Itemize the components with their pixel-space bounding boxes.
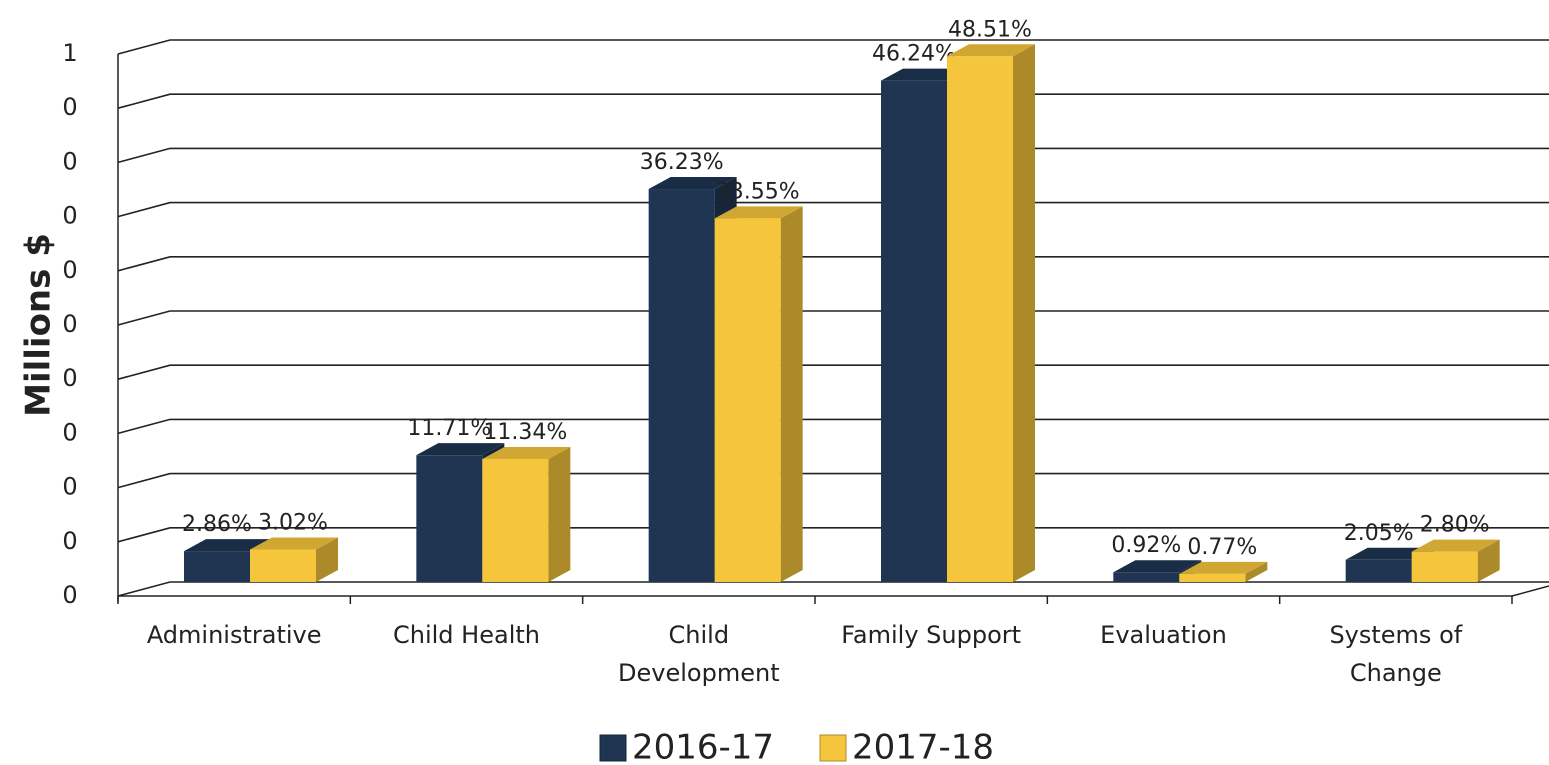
grid-line: [117, 364, 1549, 380]
x-tick-label: Administrative: [147, 621, 322, 649]
bar: [1411, 539, 1500, 582]
grid-line: [117, 472, 1549, 489]
y-tick-label: 0: [62, 473, 77, 501]
y-tick-label: 0: [62, 364, 77, 392]
bar: [947, 44, 1035, 582]
bar-front: [648, 189, 715, 583]
y-tick-label: 0: [62, 581, 77, 609]
x-tick-label: Evaluation: [1100, 621, 1227, 649]
bar-side: [1477, 539, 1500, 582]
data-label: 2.05%: [1344, 521, 1414, 546]
bar: [250, 537, 338, 582]
bar-front: [1345, 559, 1412, 582]
bar-front: [881, 80, 947, 583]
y-tick-label: 0: [62, 310, 77, 338]
grid-line: [117, 93, 1549, 109]
y-tick-label: 1: [62, 39, 77, 67]
data-label: 48.51%: [948, 17, 1032, 42]
bar-top: [416, 443, 505, 456]
y-axis-label: Millions $: [19, 233, 59, 417]
bar-front: [482, 458, 549, 582]
bar-front: [1113, 572, 1180, 582]
bar-front: [416, 455, 483, 582]
bar-top: [1113, 560, 1202, 573]
x-tick-label: Child Development: [618, 621, 780, 687]
x-tick-label: Family Support: [841, 621, 1021, 649]
grid-line: [117, 418, 1549, 435]
bar: [714, 206, 803, 582]
data-label: 11.34%: [483, 420, 567, 445]
bar: [482, 446, 571, 582]
y-tick-label: 0: [62, 147, 77, 175]
bar-top: [648, 177, 737, 190]
data-label: 3.02%: [258, 510, 328, 535]
bar-front: [184, 551, 250, 582]
grid-line: [117, 527, 1549, 543]
bar-side: [316, 537, 338, 582]
bar-side: [780, 206, 803, 582]
bar: [1179, 561, 1268, 582]
data-label: 2.86%: [182, 512, 252, 537]
grid-line: [117, 310, 1549, 326]
bar-front: [1179, 573, 1246, 582]
y-tick-label: 0: [62, 256, 77, 284]
bar-side: [1245, 561, 1268, 582]
grid-line: [117, 581, 1549, 597]
bar-front: [250, 549, 316, 582]
data-label: 33.55%: [716, 179, 800, 204]
y-tick-label: 0: [62, 418, 77, 446]
grid-line: [117, 39, 1549, 55]
data-label: 36.23%: [640, 150, 724, 175]
bar-top: [184, 539, 272, 552]
bar-front: [1411, 551, 1478, 582]
legend-label: 2016-17: [632, 728, 774, 765]
y-tick-label: 0: [62, 527, 77, 555]
legend-label: 2017-18: [852, 728, 994, 765]
bar-front: [947, 56, 1013, 582]
grid-line: [117, 256, 1549, 272]
bar-top: [1411, 539, 1500, 552]
data-label: 11.71%: [407, 416, 491, 441]
legend-swatch: [819, 734, 847, 762]
bar-top: [947, 44, 1035, 57]
data-label: 46.24%: [872, 42, 956, 67]
grid-line: [117, 147, 1549, 164]
data-label: 0.92%: [1111, 533, 1181, 558]
data-label: 0.77%: [1187, 535, 1257, 560]
bar-top: [714, 206, 803, 219]
floor-edge: [1511, 585, 1549, 597]
grid-line: [117, 201, 1549, 218]
bar-side: [548, 446, 571, 582]
y-tick-label: 0: [62, 202, 77, 230]
legend-swatch: [599, 734, 627, 762]
bar-side: [1013, 44, 1035, 582]
y-tick-label: 0: [62, 93, 77, 121]
bar-top: [1179, 561, 1268, 574]
bar-front: [714, 218, 781, 582]
x-tick-label: Systems of Change: [1329, 621, 1462, 687]
data-label: 2.80%: [1420, 513, 1490, 538]
bar-top: [250, 537, 338, 550]
x-tick-label: Child Health: [393, 621, 540, 649]
bar-top: [482, 446, 571, 459]
